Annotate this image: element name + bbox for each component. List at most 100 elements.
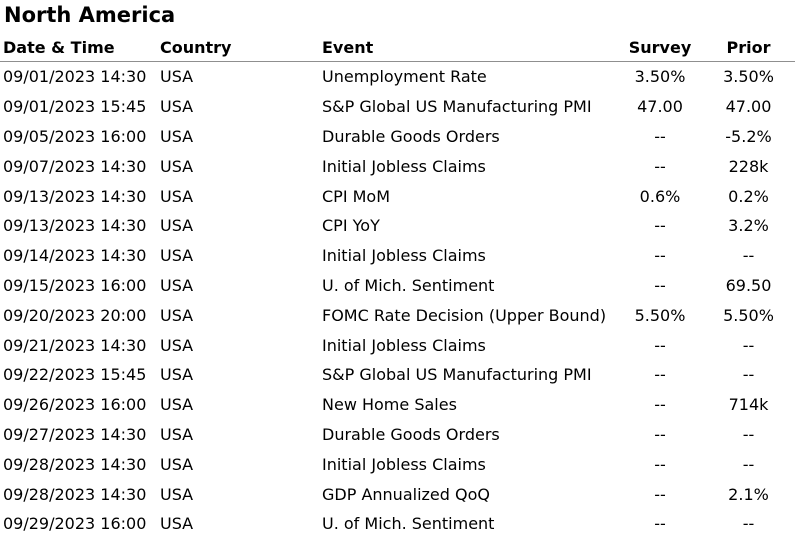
cell-country: USA [160,335,194,355]
cell-event: Initial Jobless Claims [322,246,486,266]
cell-datetime: 09/21/2023 14:30 [3,335,147,355]
cell-prior: 47.00 [725,97,772,117]
cell-country: USA [160,514,194,534]
table-row: 09/21/2023 14:30 USA Initial Jobless Claim… [0,330,795,360]
cell-prior: 3.50% [723,67,774,87]
cell-datetime: 09/29/2023 16:00 [3,514,147,534]
cell-datetime: 09/20/2023 20:00 [3,305,147,325]
cell-prior: 228k [728,156,769,176]
cell-prior: -- [742,454,755,474]
cell-event: FOMC Rate Decision (Upper Bound) [322,305,607,325]
cell-country: USA [160,97,194,117]
header-row: Date & Time Country Event Survey Prior [0,33,795,62]
column-header-survey: Survey [618,33,702,62]
cell-prior: 5.50% [723,305,774,325]
cell-datetime: 09/05/2023 16:00 [3,126,147,146]
cell-survey: -- [654,246,666,266]
cell-country: USA [160,395,194,415]
cell-datetime: 09/01/2023 15:45 [3,97,147,117]
table-row: 09/05/2023 16:00 USA Durable Goods Orders -… [0,122,795,152]
cell-event: U. of Mich. Sentiment [322,514,495,534]
cell-datetime: 09/28/2023 14:30 [3,484,147,504]
cell-survey: -- [654,126,666,146]
region-title: North America [4,3,176,27]
cell-survey: 47.00 [637,97,683,117]
cell-prior: 2.1% [728,484,769,504]
cell-event: Initial Jobless Claims [322,454,486,474]
cell-country: USA [160,246,194,266]
cell-survey: 5.50% [634,305,686,325]
cell-prior: 0.2% [728,186,769,206]
cell-event: Durable Goods Orders [322,126,500,146]
table-row: 09/15/2023 16:00 USA U. of Mich. Sentiment… [0,271,795,301]
cell-datetime: 09/13/2023 14:30 [3,216,147,236]
column-header-event: Event [322,33,618,62]
cell-survey: -- [654,484,666,504]
cell-prior: -- [742,335,755,355]
cell-country: USA [160,275,194,295]
cell-event: S&P Global US Manufacturing PMI [322,97,592,117]
table-row: 09/27/2023 14:30 USA Durable Goods Orders -… [0,420,795,450]
cell-event: S&P Global US Manufacturing PMI [322,365,592,385]
table-row: 09/28/2023 14:30 USA GDP Annualized QoQ -- 2… [0,479,795,509]
cell-survey: 3.50% [634,67,686,87]
cell-survey: -- [654,365,666,385]
table-row: 09/13/2023 14:30 USA CPI YoY -- 3.2% [0,211,795,241]
cell-survey: -- [654,156,666,176]
cell-event: CPI MoM [322,186,391,206]
column-header-prior: Prior [702,33,795,62]
cell-prior: 69.50 [725,275,772,295]
cell-survey: -- [654,395,666,415]
table-row: 09/26/2023 16:00 USA New Home Sales -- 714k [0,390,795,420]
cell-prior: 3.2% [728,216,769,236]
cell-datetime: 09/01/2023 14:30 [3,67,147,87]
cell-event: Initial Jobless Claims [322,335,486,355]
cell-event: New Home Sales [322,395,457,415]
table-row: 09/07/2023 14:30 USA Initial Jobless Claim… [0,151,795,181]
cell-survey: -- [654,454,666,474]
table-row: 09/13/2023 14:30 USA CPI MoM 0.6% 0.2% [0,181,795,211]
cell-prior: -- [742,246,755,266]
cell-datetime: 09/07/2023 14:30 [3,156,147,176]
cell-datetime: 09/14/2023 14:30 [3,246,147,266]
cell-country: USA [160,67,194,87]
cell-country: USA [160,305,194,325]
cell-event: CPI YoY [322,216,380,236]
cell-country: USA [160,484,194,504]
cell-event: Unemployment Rate [322,67,487,87]
cell-prior: -5.2% [725,126,772,146]
table-row: 09/28/2023 14:30 USA Initial Jobless Claim… [0,449,795,479]
cell-event: U. of Mich. Sentiment [322,275,495,295]
cell-survey: -- [654,514,666,534]
cell-country: USA [160,186,194,206]
cell-prior: -- [742,424,755,444]
cell-datetime: 09/26/2023 16:00 [3,395,147,415]
cell-event: Initial Jobless Claims [322,156,486,176]
cell-country: USA [160,216,194,236]
cell-survey: 0.6% [639,186,681,206]
table-row: 09/22/2023 15:45 USA S&P Global US Manufac… [0,360,795,390]
cell-country: USA [160,156,194,176]
column-header-country: Country [160,33,322,62]
cell-country: USA [160,126,194,146]
cell-datetime: 09/22/2023 15:45 [3,365,147,385]
cell-survey: -- [654,216,666,236]
table-row: 09/20/2023 20:00 USA FOMC Rate Decision (U… [0,300,795,330]
cell-prior: -- [742,514,755,534]
cell-prior: -- [742,365,755,385]
table-header: Date & Time Country Event Survey Prior [0,33,795,62]
cell-survey: -- [654,275,666,295]
cell-country: USA [160,424,194,444]
cell-survey: -- [654,335,666,355]
table-row: 09/01/2023 15:45 USA S&P Global US Manufac… [0,92,795,122]
cell-event: GDP Annualized QoQ [322,484,490,504]
column-header-datetime: Date & Time [0,33,160,62]
cell-prior: 714k [728,395,769,415]
cell-country: USA [160,454,194,474]
table-body: 09/01/2023 14:30 USA Unemployment Rate 3.50… [0,62,795,539]
cell-datetime: 09/15/2023 16:00 [3,275,147,295]
economic-calendar-table: Date & Time Country Event Survey Prior 0… [0,33,795,539]
table-row: 09/01/2023 14:30 USA Unemployment Rate 3.50… [0,62,795,92]
cell-datetime: 09/27/2023 14:30 [3,424,147,444]
table-row: 09/29/2023 16:00 USA U. of Mich. Sentiment… [0,509,795,539]
